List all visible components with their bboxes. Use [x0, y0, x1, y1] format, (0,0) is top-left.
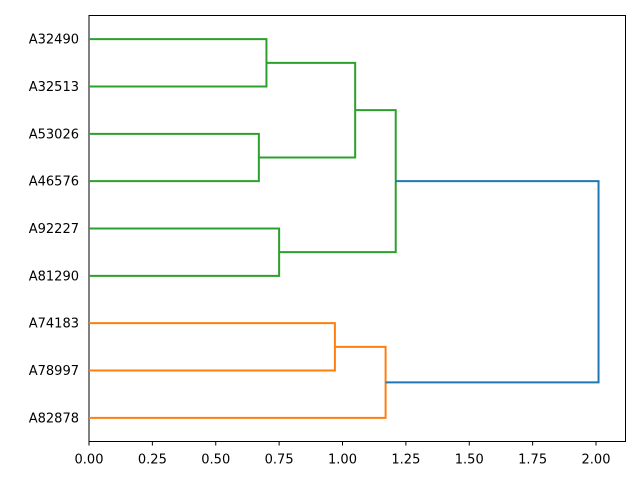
leaf-label-A81290: A81290: [29, 269, 79, 284]
leaf-label-A74183: A74183: [29, 317, 79, 332]
x-tick-label: 1.25: [391, 453, 420, 468]
x-tick-label: 2.00: [582, 453, 611, 468]
leaf-label-A46576: A46576: [29, 175, 79, 190]
x-tick-label: 1.00: [328, 453, 357, 468]
leaf-label-A78997: A78997: [29, 364, 79, 379]
x-tick-label: 0.00: [75, 453, 104, 468]
x-tick-label: 1.50: [455, 453, 484, 468]
x-tick-label: 1.75: [518, 453, 547, 468]
dendrogram-link-L7: [385, 180, 600, 384]
leaf-label-A92227: A92227: [29, 222, 79, 237]
leaf-label-A82878: A82878: [29, 411, 79, 426]
x-tick-label: 0.75: [265, 453, 294, 468]
leaf-label-A53026: A53026: [29, 127, 79, 142]
leaf-label-A32490: A32490: [29, 33, 79, 48]
x-tick-label: 0.50: [201, 453, 230, 468]
leaf-label-A32513: A32513: [29, 80, 79, 95]
x-tick-label: 0.25: [138, 453, 167, 468]
